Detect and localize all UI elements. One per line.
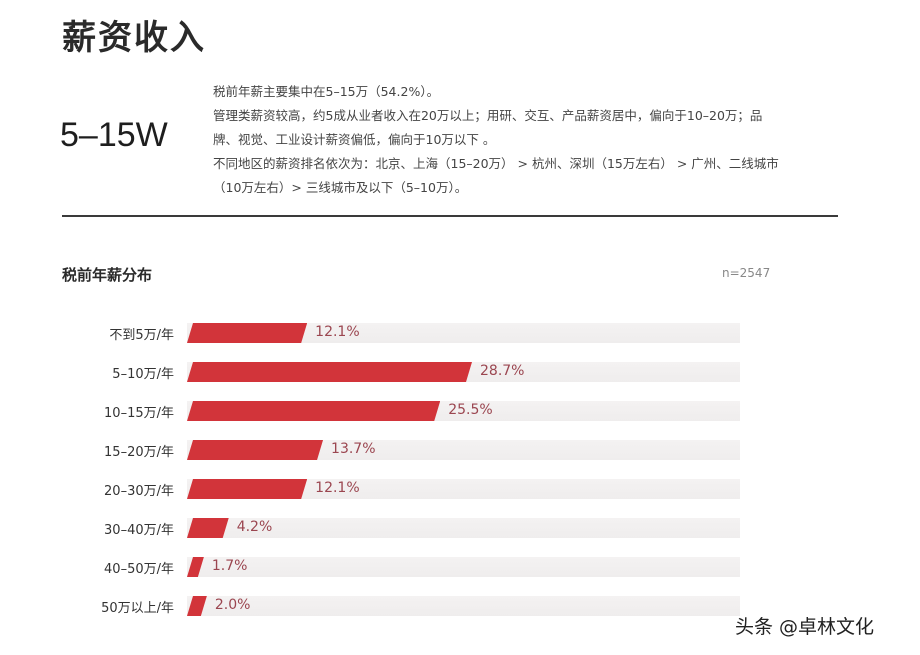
category-label: 30–40万/年 (104, 523, 174, 538)
chart-row: 15–20万/年 13.7% (0, 437, 920, 463)
description-line: 不同地区的薪资排名依次为：北京、上海（15–20万） > 杭州、深圳（15万左右… (213, 156, 779, 171)
value-label: 4.2% (236, 519, 273, 535)
divider (62, 215, 838, 217)
sample-size: n=2547 (722, 266, 771, 280)
chart-row: 40–50万/年 1.7% (0, 554, 920, 580)
chart-row: 50万以上/年 2.0% (0, 593, 920, 619)
bar-track (187, 596, 740, 616)
bar (187, 440, 323, 460)
chart-row: 30–40万/年 4.2% (0, 515, 920, 541)
value-label: 1.7% (211, 558, 248, 574)
category-label: 40–50万/年 (104, 562, 174, 577)
bar (187, 401, 440, 421)
value-label: 12.1% (315, 480, 360, 496)
chart-row: 20–30万/年 12.1% (0, 476, 920, 502)
category-label: 15–20万/年 (104, 445, 174, 460)
bar-track (187, 479, 740, 499)
description-line: 管理类薪资较高，约5成从业者收入在20万以上；用研、交互、产品薪资居中，偏向于1… (213, 108, 763, 123)
summary-description: 税前年薪主要集中在5–15万（54.2%）。 管理类薪资较高，约5成从业者收入在… (213, 80, 843, 200)
category-label: 10–15万/年 (104, 406, 174, 421)
bar (187, 518, 229, 538)
bar (187, 323, 307, 343)
bar (187, 362, 472, 382)
chart-row: 不到5万/年 12.1% (0, 320, 920, 346)
value-label: 2.0% (214, 597, 251, 613)
category-label: 5–10万/年 (112, 367, 174, 382)
description-line: （10万左右）> 三线城市及以下（5–10万）。 (213, 180, 468, 195)
description-line: 牌、视觉、工业设计薪资偏低，偏向于10万以下 。 (213, 132, 496, 147)
bar-track (187, 518, 740, 538)
chart-row: 10–15万/年 25.5% (0, 398, 920, 424)
chart-title: 税前年薪分布 (62, 266, 153, 284)
chart-row: 5–10万/年 28.7% (0, 359, 920, 385)
bar (187, 596, 207, 616)
bar (187, 479, 307, 499)
description-line: 税前年薪主要集中在5–15万（54.2%）。 (213, 84, 440, 99)
bar-track (187, 323, 740, 343)
watermark: 头条 @卓林文化 (735, 616, 875, 638)
value-label: 28.7% (480, 363, 525, 379)
page-title: 薪资收入 (62, 18, 206, 58)
value-label: 13.7% (331, 441, 376, 457)
headline-salary-range: 5–15W (60, 116, 168, 154)
value-label: 25.5% (448, 402, 493, 418)
bar-track (187, 557, 740, 577)
category-label: 不到5万/年 (109, 328, 174, 343)
category-label: 50万以上/年 (101, 601, 174, 616)
value-label: 12.1% (315, 324, 360, 340)
category-label: 20–30万/年 (104, 484, 174, 499)
bar-track (187, 440, 740, 460)
